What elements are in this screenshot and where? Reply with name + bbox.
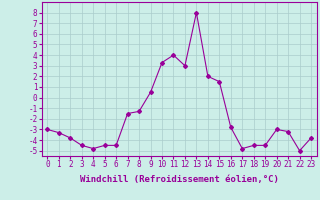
X-axis label: Windchill (Refroidissement éolien,°C): Windchill (Refroidissement éolien,°C)	[80, 175, 279, 184]
